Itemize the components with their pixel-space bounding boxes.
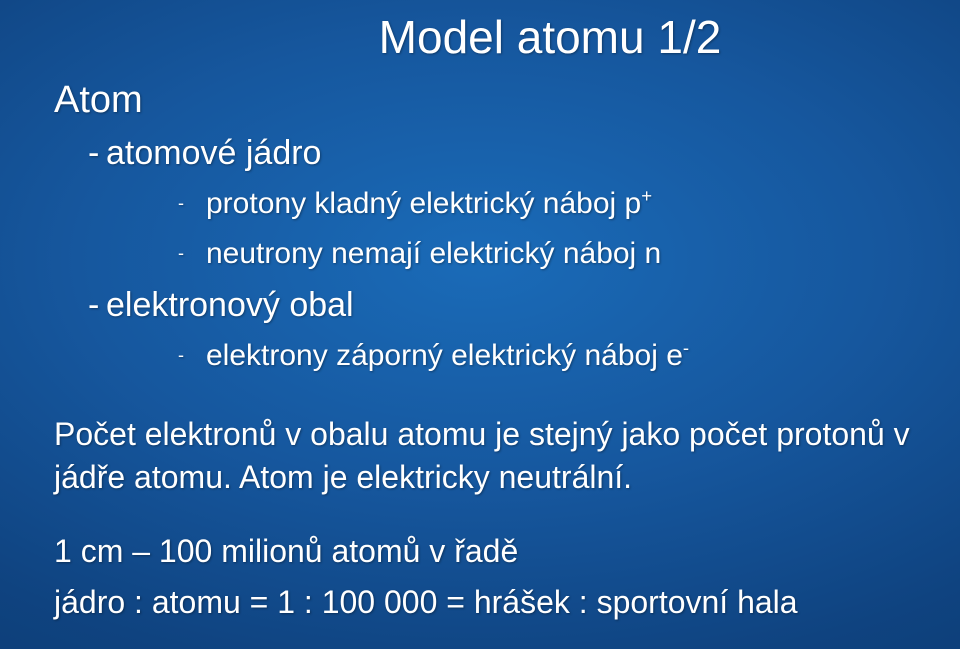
bullet-jadro-text: atomové jádro [106, 134, 321, 172]
bullet-protony-text: protony kladný elektrický náboj p [206, 187, 641, 220]
dash-icon: - [178, 343, 206, 372]
heading-atom: Atom [48, 76, 912, 125]
slide: Model atomu 1/2 Atom -atomové jádro -pro… [0, 0, 960, 649]
dash-icon: - [88, 283, 106, 329]
sup-plus: + [641, 185, 652, 206]
paragraph-3: jádro : atomu = 1 : 100 000 = hrášek : s… [48, 581, 912, 624]
slide-title: Model atomu 1/2 [48, 10, 912, 64]
spacer [48, 508, 912, 530]
dash-icon: - [178, 191, 206, 220]
bullet-elektrony-text: elektrony záporný elektrický náboj e [206, 339, 683, 372]
bullet-protony: -protony kladný elektrický náboj p+ [48, 183, 912, 225]
bullet-obal: -elektronový obal [48, 283, 912, 329]
bullet-jadro: -atomové jádro [48, 131, 912, 177]
bullet-obal-text: elektronový obal [106, 286, 354, 324]
bullet-elektrony: -elektrony záporný elektrický náboj e- [48, 335, 912, 377]
dash-icon: - [88, 131, 106, 177]
paragraph-1: Počet elektronů v obalu atomu je stejný … [48, 413, 912, 499]
sup-minus: - [683, 337, 689, 358]
bullet-neutrony: -neutrony nemají elektrický náboj n [48, 233, 912, 275]
dash-icon: - [178, 241, 206, 270]
spacer [48, 385, 912, 413]
paragraph-2: 1 cm – 100 milionů atomů v řadě [48, 530, 912, 573]
bullet-neutrony-text: neutrony nemají elektrický náboj n [206, 237, 661, 270]
